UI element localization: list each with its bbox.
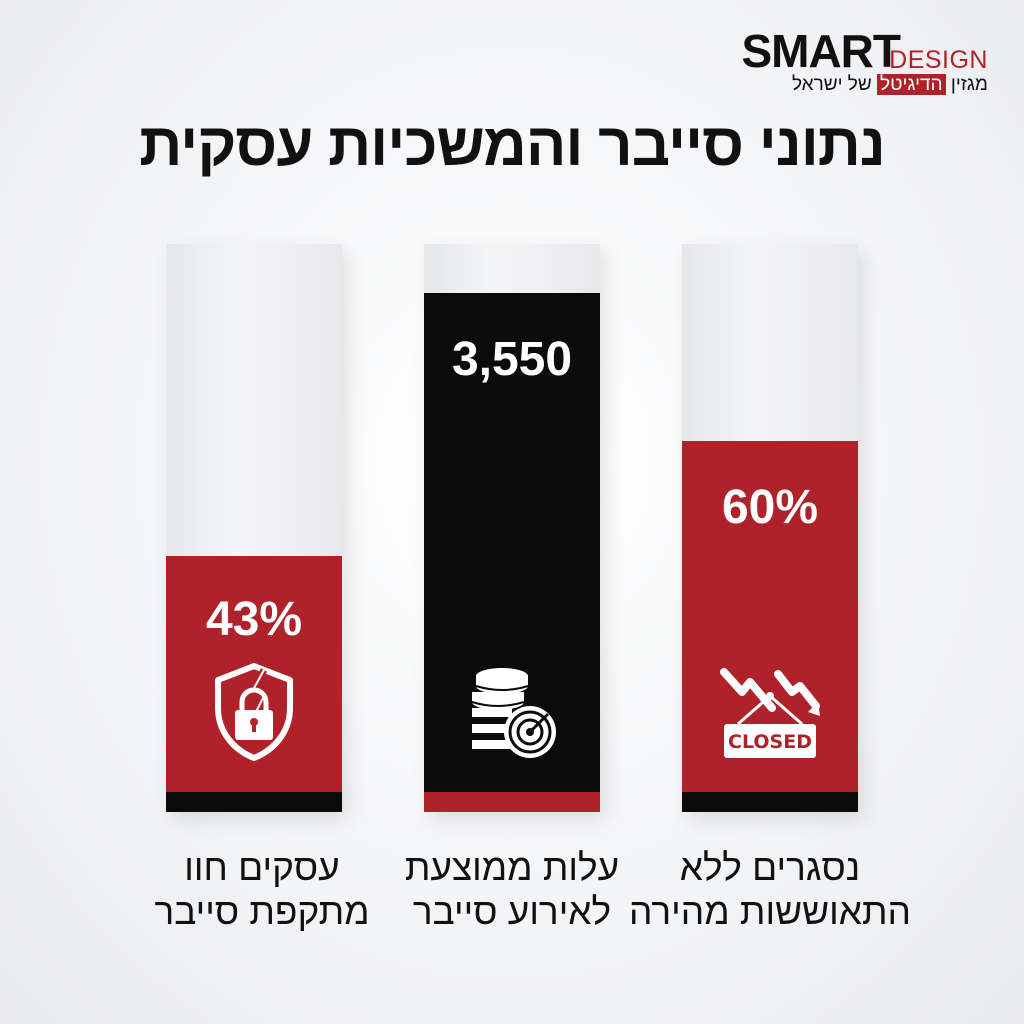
bar-label-attacked: עסקים חוו מתקפת סייבר: [112, 846, 412, 935]
closed-sign-icon: CLOSED: [720, 666, 820, 766]
logo-smart: SMART: [741, 25, 901, 77]
bar-base: [424, 792, 600, 812]
bar-value-label: 3,550: [451, 333, 573, 386]
bar-label-line: מתקפת סייבר: [154, 891, 370, 933]
bar-base: [166, 792, 342, 812]
coins-target-icon: [462, 662, 562, 762]
bar-base: [682, 792, 858, 812]
page-title: נתוני סייבר והמשכיות עסקית: [139, 111, 886, 178]
bar-value-label: 60%: [721, 481, 819, 534]
logo-tagline-highlight: הדיגיטל: [877, 74, 946, 95]
bar-column-cost: 3,550: [424, 244, 600, 812]
bar-track: [682, 244, 858, 812]
bar-label-line: התאוששות מהירה: [629, 891, 911, 933]
logo-tagline-post: של ישראל: [791, 74, 878, 95]
bar-label-line: עלות ממוצעת: [404, 847, 620, 888]
bar-label-cost: עלות ממוצעת לאירוע סייבר: [362, 846, 662, 935]
bar-label-line: עסקים חוו: [184, 847, 340, 888]
logo-tagline-pre: מגזין: [945, 74, 988, 95]
logo-tagline: מגזין הדיגיטל של ישראל: [791, 74, 988, 95]
bar-fill: [166, 556, 342, 792]
bar-column-closed: 60% CLOSED: [682, 244, 858, 812]
broken-shield-lock-icon: [204, 662, 304, 762]
bar-label-line: לאירוע סייבר: [412, 891, 612, 933]
closed-sign-text: CLOSED: [728, 731, 812, 753]
brand-logo: SMART DESIGN מגזין הדיגיטל של ישראל: [718, 28, 988, 108]
bar-label-closed: נסגרים ללא התאוששות מהירה: [620, 846, 920, 935]
bar-value-label: 43%: [205, 593, 303, 646]
bar-label-line: נסגרים ללא: [679, 847, 861, 888]
logo-design: DESIGN: [889, 46, 988, 74]
bar-column-attacked: 43%: [166, 244, 342, 812]
